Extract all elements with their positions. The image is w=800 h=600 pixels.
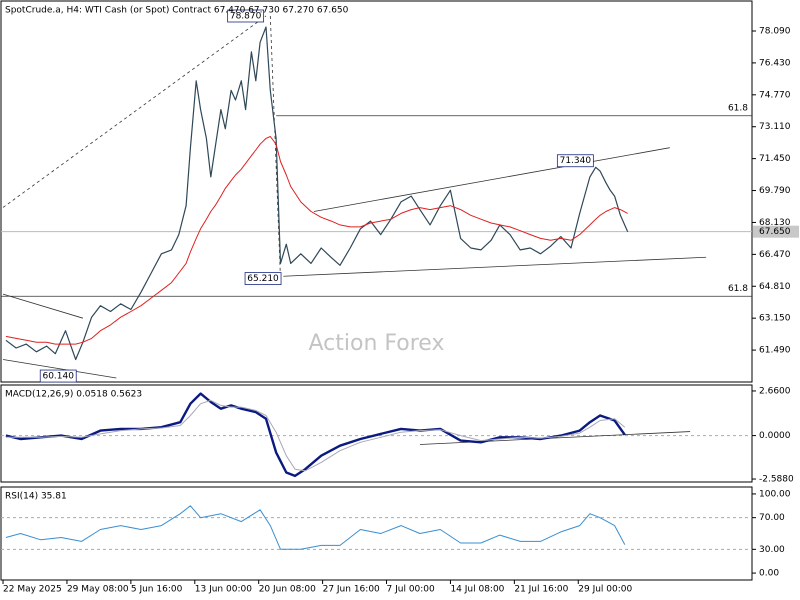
y-tick-label: 76.430: [759, 58, 791, 68]
last-price-box: [753, 225, 799, 238]
watermark: Action Forex: [309, 331, 445, 356]
last-price-label: 67.650: [759, 227, 791, 237]
trend-line: [419, 431, 691, 445]
y-tick-label: 0.00: [759, 569, 779, 579]
y-tick-label: 68.130: [759, 218, 791, 228]
annotation-box: [556, 154, 594, 168]
annotation: 78.870: [230, 11, 262, 21]
y-tick-label: 78.090: [759, 26, 791, 36]
x-tick-label: 29 May 08:00: [67, 585, 129, 595]
panel-title: RSI(14) 35.81: [5, 492, 67, 502]
annotation-box: [244, 272, 282, 285]
y-tick-label: 73.110: [759, 122, 791, 132]
x-tick-label: 13 Jun 00:00: [195, 585, 252, 595]
panel: [0, 486, 753, 581]
trend-line: [2, 15, 267, 208]
y-tick-label: 74.770: [759, 90, 791, 100]
y-tick-label: 30.00: [759, 545, 785, 555]
x-tick-label: 21 Jul 16:00: [514, 585, 568, 595]
series-line: [5, 136, 628, 345]
series-line: [5, 26, 629, 361]
y-tick-label: 64.810: [759, 282, 791, 292]
series-line: [5, 505, 626, 550]
panel: [0, 384, 753, 483]
y-tick-label: 66.470: [759, 250, 791, 260]
trend-line: [2, 359, 117, 379]
x-tick-label: 7 Jul 00:00: [387, 585, 436, 595]
series-line: [5, 399, 626, 472]
annotation-box: [227, 9, 265, 23]
x-tick-label: 22 May 2025: [3, 585, 62, 595]
y-tick-label: 69.790: [759, 186, 791, 196]
trend-line: [269, 15, 281, 279]
panel-title: SpotCrude.a, H4: WTI Cash (or Spot) Cont…: [5, 6, 349, 16]
x-tick-label: 20 Jun 08:00: [259, 585, 316, 595]
annotation: 71.340: [560, 156, 592, 166]
y-tick-label: -2.5880: [759, 475, 794, 485]
level-label: 61.8: [728, 103, 748, 113]
annotation-box: [39, 369, 77, 383]
panel-title: MACD(12,26,9) 0.0518 0.5623: [5, 390, 142, 400]
annotation: 65.210: [247, 274, 279, 284]
x-tick-label: 29 Jul 00:00: [578, 585, 632, 595]
y-tick-label: 70.00: [759, 513, 785, 523]
x-tick-label: 14 Jul 08:00: [450, 585, 504, 595]
panel: [0, 0, 753, 383]
y-tick-label: 71.450: [759, 154, 791, 164]
y-tick-label: 100.00: [759, 489, 791, 499]
y-tick-label: 63.150: [759, 314, 791, 324]
y-tick-label: 2.6600: [759, 386, 791, 396]
x-tick-label: 27 Jun 16:00: [323, 585, 380, 595]
x-tick-label: 5 Jun 16:00: [131, 585, 183, 595]
trend-line: [313, 147, 670, 212]
y-tick-label: 0.0000: [759, 431, 791, 441]
y-tick-label: 61.490: [759, 346, 791, 356]
trend-line: [283, 256, 707, 277]
annotation: 60.140: [42, 372, 74, 382]
trend-line: [2, 293, 84, 319]
level-label: 61.8: [728, 284, 748, 294]
